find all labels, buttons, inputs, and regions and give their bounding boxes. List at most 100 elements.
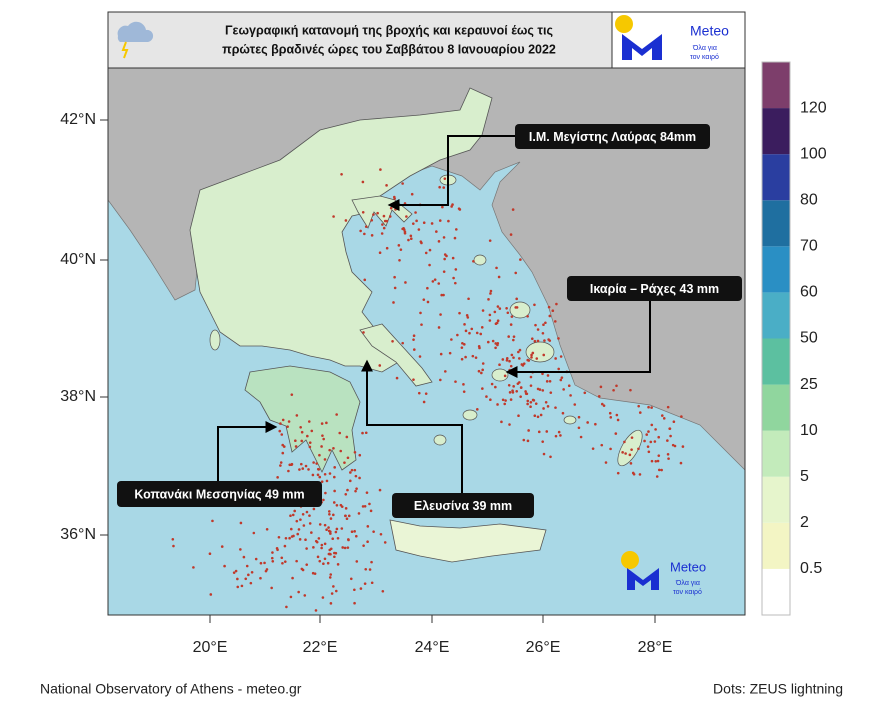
lightning-dot	[647, 405, 650, 409]
lightning-dot	[477, 344, 481, 348]
lightning-dot	[288, 463, 292, 467]
lightning-dot	[397, 244, 401, 247]
lightning-dot	[490, 382, 494, 386]
annotation-label: Κοπανάκι Μεσσηνίας 49 mm	[134, 487, 304, 501]
lightning-dot	[441, 205, 444, 209]
lightning-dot	[287, 469, 290, 473]
lightning-dot	[279, 464, 282, 467]
lightning-dot	[320, 543, 324, 547]
lightning-dot	[493, 310, 497, 314]
island	[525, 341, 555, 363]
lightning-dot	[460, 357, 464, 361]
lightning-dot	[645, 433, 649, 436]
lightning-dot	[312, 507, 316, 511]
lightning-dot	[531, 351, 535, 355]
lightning-dot	[519, 258, 522, 261]
lightning-dot	[455, 228, 458, 231]
lightning-dot	[322, 498, 325, 502]
lat-label: 36°N	[60, 526, 96, 543]
lightning-dot	[289, 595, 293, 599]
lightning-dot	[557, 430, 561, 434]
lightning-dot	[526, 399, 530, 403]
lightning-dot	[481, 368, 484, 372]
lightning-dot	[440, 293, 443, 297]
lightning-dot	[448, 351, 452, 355]
lightning-dot	[392, 301, 395, 304]
lightning-dot	[345, 517, 349, 521]
lightning-dot	[329, 602, 333, 605]
island	[473, 254, 487, 266]
lightning-dot	[647, 430, 650, 433]
lightning-dot	[324, 491, 327, 495]
lightning-dot	[681, 445, 685, 448]
lightning-dot	[561, 411, 565, 415]
lightning-dot	[409, 234, 413, 238]
lightning-dot	[296, 532, 300, 536]
lightning-dot	[294, 445, 298, 448]
lightning-dot	[557, 337, 560, 340]
lightning-dot	[353, 468, 357, 472]
lightning-dot	[250, 570, 254, 574]
lightning-dot	[323, 472, 327, 476]
lightning-dot	[223, 564, 226, 568]
lightning-dot	[295, 519, 299, 523]
lightning-dot	[591, 447, 595, 450]
lightning-dot	[297, 528, 301, 531]
lightning-dot	[346, 456, 350, 460]
annotation-label: Ελευσίνα 39 mm	[414, 499, 512, 513]
lightning-dot	[312, 461, 315, 464]
lightning-dot	[491, 339, 495, 343]
lightning-dot	[322, 437, 325, 441]
legend-label: 120	[800, 99, 827, 116]
lightning-dot	[541, 372, 544, 376]
lat-label: 42°N	[60, 111, 96, 128]
lightning-dot	[586, 421, 589, 424]
lightning-dot	[559, 378, 563, 382]
lightning-dot	[533, 339, 537, 343]
lightning-dot	[650, 459, 654, 463]
lightning-dot	[426, 300, 430, 304]
lightning-dot	[318, 523, 322, 526]
lightning-dot	[335, 527, 339, 531]
lightning-dot	[495, 266, 498, 270]
lightning-dot	[391, 339, 394, 343]
lightning-dot	[247, 573, 250, 577]
lightning-dot	[239, 548, 242, 551]
lightning-dot	[524, 392, 528, 395]
lightning-dot	[354, 474, 358, 478]
watermark-tagline: τον καιρό	[673, 588, 702, 596]
lightning-dot	[509, 233, 513, 236]
lightning-dot	[299, 462, 303, 466]
lightning-dot	[437, 326, 441, 329]
lightning-dot	[283, 560, 287, 563]
lightning-dot	[533, 303, 536, 307]
lightning-dot	[343, 546, 347, 550]
lightning-dot	[320, 445, 323, 448]
lightning-dot	[654, 459, 658, 463]
lightning-dot	[515, 297, 518, 301]
lightning-dot	[481, 387, 484, 390]
lightning-dot	[630, 436, 634, 439]
lightning-dot	[381, 223, 384, 226]
lon-label: 20°E	[193, 639, 228, 656]
title: Γεωγραφική κατανομή της βροχής και κεραυ…	[225, 23, 553, 37]
lightning-dot	[357, 512, 361, 515]
lightning-dot	[504, 399, 507, 402]
lightning-dot	[530, 356, 533, 359]
lightning-dot	[403, 230, 407, 233]
lightning-dot	[463, 323, 466, 326]
lightning-dot	[577, 415, 581, 419]
lightning-dot	[437, 282, 441, 285]
lightning-dot	[650, 406, 653, 409]
lightning-dot	[271, 559, 275, 563]
lightning-dot	[279, 422, 282, 425]
weather-icon	[117, 21, 154, 42]
lightning-dot	[332, 215, 335, 218]
lightning-dot	[428, 263, 431, 267]
lightning-dot	[325, 479, 329, 483]
lightning-dot	[278, 429, 282, 433]
lightning-dot	[314, 609, 318, 612]
title: πρώτες βραδινές ώρες του Σαββάτου 8 Ιανο…	[222, 42, 556, 56]
lightning-dot	[509, 364, 513, 368]
lightning-dot	[548, 379, 552, 383]
